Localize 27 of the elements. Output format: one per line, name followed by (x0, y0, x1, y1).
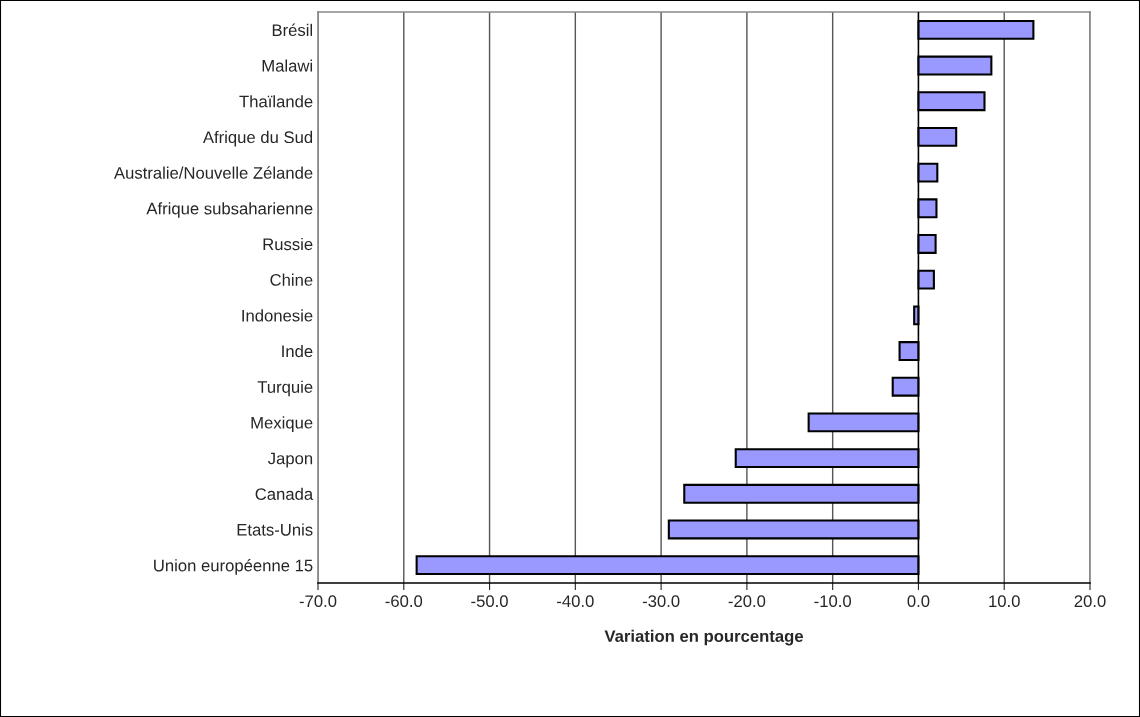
x-tick-label: -10.0 (814, 595, 852, 608)
y-tick-label: Union européenne 15 (154, 559, 313, 575)
y-tick-label: Canada (255, 487, 314, 500)
y-tick-label: Afrique subsaharienne (146, 202, 313, 218)
y-tick-label: Thaïlande (239, 95, 313, 108)
y-tick-label: Russie (263, 237, 313, 251)
x-tick-label: -20.0 (728, 595, 766, 608)
y-tick-label: Indonesie (242, 309, 313, 322)
x-tick-label: 0.0 (907, 595, 930, 608)
y-tick-label: Mexique (251, 416, 313, 432)
x-tick-label: -50.0 (471, 595, 508, 608)
x-tick-label: -60.0 (385, 595, 423, 608)
y-tick-label: Etats-Unis (237, 523, 313, 536)
y-tick-label: Malawi (262, 59, 313, 72)
x-tick-label: -70.0 (299, 595, 337, 608)
y-tick-label: Japon (267, 452, 313, 468)
y-tick-label: Inde (282, 344, 313, 358)
y-tick-label: Chine (270, 273, 313, 286)
y-tick-label: Afrique du Sud (202, 130, 313, 147)
y-tick-label: Australie/Nouvelle Zélande (114, 166, 313, 179)
x-tick-label: -30.0 (642, 595, 680, 608)
x-tick-label: 10.0 (989, 595, 1020, 608)
y-tick-label: Turquie (257, 380, 313, 397)
y-tick-label: Brésil (272, 23, 313, 37)
x-tick-label: 20.0 (1074, 595, 1106, 608)
x-tick-label: -40.0 (557, 595, 594, 608)
x-axis-title: Variation en pourcentage (604, 629, 803, 646)
